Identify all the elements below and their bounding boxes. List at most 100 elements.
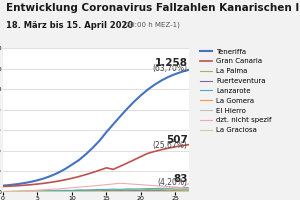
Lanzarote [29, 190, 32, 192]
La Graciosa [36, 191, 39, 193]
La Gomera [146, 190, 149, 192]
Teneriffa [50, 175, 53, 177]
La Graciosa [77, 191, 81, 193]
Teneriffa [22, 182, 26, 184]
El Hierro [91, 190, 94, 193]
Gran Canaria [56, 180, 60, 182]
Lanzarote [84, 189, 88, 191]
Lanzarote [91, 188, 94, 191]
Lanzarote [104, 188, 108, 191]
Lanzarote [36, 190, 39, 192]
La Palma [125, 189, 129, 191]
Gran Canaria [77, 175, 81, 178]
La Palma [118, 189, 122, 191]
dzt. nicht spezif [50, 188, 53, 191]
La Palma [8, 190, 12, 193]
Gran Canaria [146, 152, 149, 155]
La Palma [139, 189, 142, 191]
La Palma [146, 188, 149, 191]
El Hierro [84, 190, 88, 193]
La Gomera [15, 191, 19, 193]
Line: Fuerteventura: Fuerteventura [3, 190, 189, 192]
dzt. nicht spezif [1, 190, 5, 193]
La Gomera [187, 190, 191, 192]
El Hierro [160, 190, 163, 193]
Teneriffa [132, 101, 136, 103]
dzt. nicht spezif [43, 189, 46, 191]
La Gomera [98, 190, 101, 193]
Fuerteventura [180, 189, 184, 191]
dzt. nicht spezif [56, 188, 60, 190]
Text: 18. März bis 15. April 2020: 18. März bis 15. April 2020 [6, 21, 133, 30]
Fuerteventura [29, 190, 32, 193]
La Graciosa [8, 191, 12, 193]
Fuerteventura [132, 189, 136, 192]
Lanzarote [15, 190, 19, 193]
Fuerteventura [70, 190, 74, 192]
La Graciosa [146, 190, 149, 193]
La Palma [153, 188, 156, 191]
dzt. nicht spezif [153, 184, 156, 187]
La Palma [43, 190, 46, 192]
La Graciosa [56, 191, 60, 193]
La Graciosa [15, 191, 19, 193]
Gran Canaria [160, 148, 163, 151]
La Gomera [22, 191, 26, 193]
La Gomera [8, 191, 12, 193]
Line: Teneriffa: Teneriffa [3, 70, 189, 186]
La Palma [22, 190, 26, 192]
dzt. nicht spezif [111, 183, 115, 185]
Fuerteventura [187, 189, 191, 191]
La Gomera [29, 191, 32, 193]
El Hierro [118, 190, 122, 193]
Lanzarote [160, 187, 163, 189]
Fuerteventura [153, 189, 156, 192]
La Gomera [132, 190, 136, 193]
Line: dzt. nicht spezif: dzt. nicht spezif [3, 183, 189, 191]
Lanzarote [180, 187, 184, 189]
Teneriffa [98, 140, 101, 142]
dzt. nicht spezif [70, 187, 74, 189]
dzt. nicht spezif [146, 184, 149, 186]
Gran Canaria [50, 181, 53, 183]
Lanzarote [43, 190, 46, 192]
Text: 507: 507 [166, 135, 188, 145]
La Graciosa [43, 191, 46, 193]
El Hierro [111, 190, 115, 193]
dzt. nicht spezif [160, 185, 163, 187]
La Gomera [118, 190, 122, 193]
El Hierro [29, 191, 32, 193]
Lanzarote [167, 187, 170, 189]
La Palma [187, 188, 191, 190]
Text: (20:00 h MEZ-1): (20:00 h MEZ-1) [123, 21, 180, 27]
La Graciosa [50, 191, 53, 193]
Lanzarote [139, 188, 142, 190]
Fuerteventura [91, 190, 94, 192]
La Gomera [180, 190, 184, 192]
Teneriffa [104, 131, 108, 133]
Gran Canaria [70, 177, 74, 179]
La Gomera [1, 191, 5, 193]
Teneriffa [167, 76, 170, 78]
La Graciosa [104, 191, 108, 193]
Gran Canaria [63, 179, 67, 181]
Gran Canaria [8, 185, 12, 187]
Gran Canaria [139, 155, 142, 158]
dzt. nicht spezif [118, 182, 122, 184]
La Graciosa [1, 191, 5, 193]
La Gomera [153, 190, 156, 193]
La Graciosa [84, 191, 88, 193]
Fuerteventura [111, 190, 115, 192]
Gran Canaria [153, 150, 156, 153]
dzt. nicht spezif [104, 183, 108, 186]
Line: Gran Canaria: Gran Canaria [3, 145, 189, 186]
dzt. nicht spezif [91, 185, 94, 187]
dzt. nicht spezif [63, 187, 67, 190]
Text: (25,67%): (25,67%) [153, 141, 188, 150]
Lanzarote [187, 186, 191, 189]
La Graciosa [153, 190, 156, 193]
Line: La Palma: La Palma [3, 189, 189, 192]
La Palma [111, 189, 115, 191]
La Palma [84, 189, 88, 192]
Teneriffa [63, 168, 67, 170]
